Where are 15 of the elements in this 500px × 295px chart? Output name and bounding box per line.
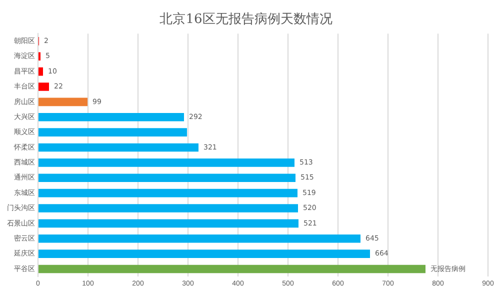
bar — [38, 128, 187, 136]
bar — [38, 98, 88, 106]
bar — [38, 204, 298, 212]
bar — [38, 82, 49, 91]
bar — [38, 219, 298, 228]
bar — [38, 143, 198, 152]
bar — [38, 234, 360, 243]
bar — [38, 264, 426, 274]
bar — [38, 158, 294, 167]
bar — [38, 188, 298, 198]
bar — [38, 67, 43, 76]
chart-title: 北京16区无报告病例天数情况 — [160, 12, 332, 28]
bar — [38, 174, 296, 182]
bar — [38, 250, 370, 258]
bar — [38, 112, 184, 122]
